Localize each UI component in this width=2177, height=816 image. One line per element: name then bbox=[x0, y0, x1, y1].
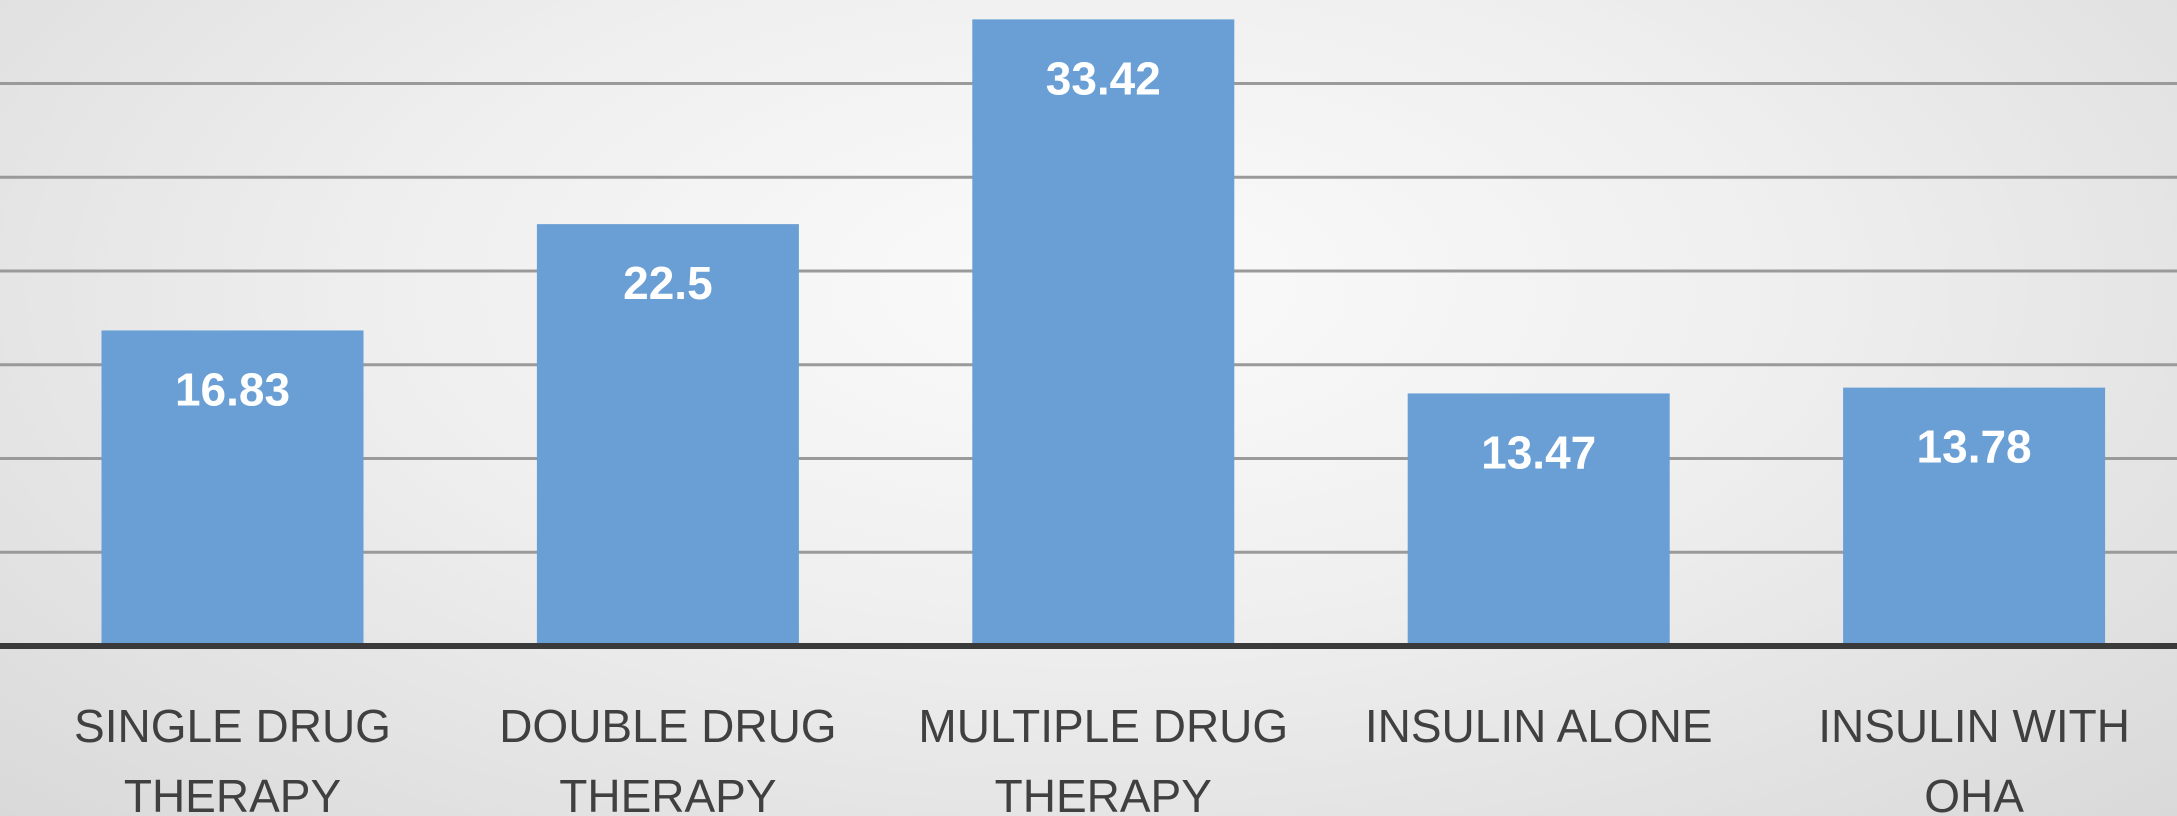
bar-value-label: 13.47 bbox=[1481, 426, 1596, 478]
category-label: SINGLE DRUG THERAPY bbox=[74, 700, 391, 816]
bar bbox=[1407, 393, 1670, 646]
category-label-line: THERAPY bbox=[995, 770, 1212, 816]
category-label: MULTIPLE DRUG THERAPY bbox=[918, 700, 1288, 816]
category-label-line: THERAPY bbox=[124, 770, 341, 816]
bar bbox=[101, 330, 364, 646]
bar-value-label: 22.5 bbox=[623, 257, 713, 309]
category-label-line: SINGLE DRUG bbox=[74, 700, 391, 752]
bar-value-label: 33.42 bbox=[1046, 52, 1161, 104]
category-label: DOUBLE DRUG THERAPY bbox=[499, 700, 836, 816]
bars bbox=[101, 19, 2106, 646]
category-label-line: MULTIPLE DRUG bbox=[918, 700, 1288, 752]
category-label-line: INSULIN ALONE bbox=[1365, 700, 1713, 752]
bar-value-label: 16.83 bbox=[175, 363, 290, 415]
category-label-line: INSULIN WITH bbox=[1818, 700, 2130, 752]
category-label-line: THERAPY bbox=[559, 770, 776, 816]
category-label: INSULIN ALONE bbox=[1365, 700, 1713, 752]
bar bbox=[536, 224, 799, 646]
category-label: INSULIN WITH OHA bbox=[1818, 700, 2130, 816]
category-label-line: OHA bbox=[1924, 770, 2024, 816]
bar-value-labels: 16.83 22.5 33.42 13.47 13.78 bbox=[175, 52, 2032, 478]
bar bbox=[972, 19, 1235, 646]
category-label-line: DOUBLE DRUG bbox=[499, 700, 836, 752]
bar-value-label: 13.78 bbox=[1917, 421, 2032, 473]
bar bbox=[1843, 387, 2106, 646]
